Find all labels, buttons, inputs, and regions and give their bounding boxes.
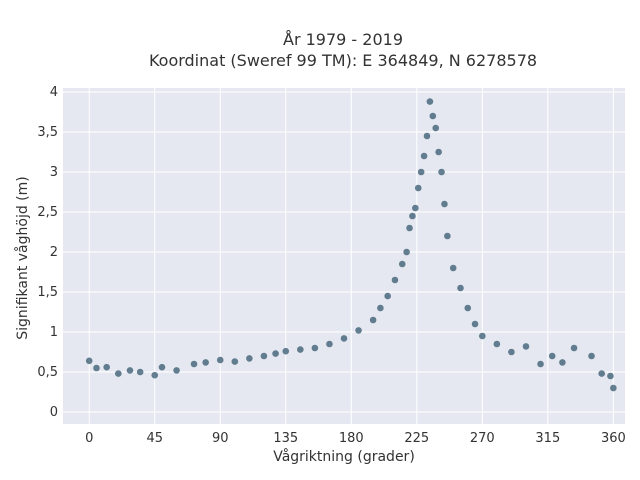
data-point: [190, 360, 198, 368]
y-tick-label: 1: [50, 325, 58, 340]
data-point: [216, 356, 224, 364]
data-point: [412, 204, 419, 212]
x-tick-label: 225: [404, 431, 429, 446]
data-point: [435, 148, 442, 156]
data-point: [202, 359, 209, 366]
x-tick-label: 270: [470, 431, 495, 446]
data-point: [479, 332, 486, 340]
data-point: [426, 98, 434, 105]
x-tick-label: 135: [273, 431, 298, 446]
y-tick-label: 4: [50, 85, 58, 100]
data-point: [414, 184, 422, 192]
x-tick-label: 90: [212, 431, 229, 446]
data-point: [610, 384, 617, 392]
data-point: [423, 132, 431, 140]
data-point: [158, 363, 166, 371]
data-point: [493, 340, 501, 348]
data-point: [272, 350, 279, 357]
data-point: [522, 343, 530, 350]
data-point: [429, 112, 437, 120]
data-point: [570, 344, 578, 352]
data-point: [598, 370, 606, 377]
data-point: [607, 372, 614, 380]
data-point: [548, 352, 556, 360]
data-point: [391, 276, 399, 284]
y-tick-label: 0,5: [37, 365, 58, 380]
plot-area: [63, 88, 625, 424]
data-point: [355, 327, 362, 334]
chart-title-line2: Koordinat (Sweref 99 TM): E 364849, N 62…: [149, 51, 537, 70]
data-point: [136, 368, 144, 376]
data-point: [537, 360, 544, 368]
data-point: [85, 357, 93, 365]
data-point: [369, 316, 377, 324]
data-point: [449, 264, 457, 272]
data-point: [282, 347, 290, 355]
y-tick-label: 2,5: [37, 205, 58, 220]
data-point: [340, 335, 348, 342]
x-tick-label: 0: [85, 431, 93, 446]
data-point: [377, 304, 384, 312]
data-point: [115, 370, 122, 377]
data-point: [417, 168, 425, 176]
data-point: [311, 344, 319, 352]
y-tick-label: 0: [50, 405, 58, 420]
data-point: [403, 248, 410, 256]
x-axis-label: Vågriktning (grader): [273, 448, 415, 465]
data-point: [326, 340, 333, 348]
data-point: [432, 124, 440, 132]
y-axis-label: Signifikant våghöjd (m): [14, 176, 31, 339]
data-point: [438, 168, 445, 176]
data-point: [103, 363, 110, 371]
data-point: [559, 359, 566, 366]
data-point: [126, 367, 134, 374]
data-points: [85, 98, 617, 392]
data-point: [246, 355, 253, 362]
data-point: [398, 260, 406, 268]
x-tick-label: 315: [535, 431, 560, 446]
data-point: [409, 212, 416, 220]
data-point: [384, 292, 391, 300]
y-tick-label: 3: [50, 165, 58, 180]
y-tick-label: 1,5: [37, 285, 58, 300]
data-point: [457, 284, 464, 292]
data-point: [406, 224, 413, 232]
y-tick-labels: 0 0,5 1 1,5 2 2,5 3 3,5 4: [37, 85, 58, 420]
x-tick-label: 45: [146, 431, 163, 446]
data-point: [260, 352, 268, 360]
data-point: [471, 320, 479, 328]
x-tick-label: 360: [601, 431, 626, 446]
data-point: [441, 200, 448, 208]
data-point: [444, 232, 451, 240]
data-point: [508, 348, 515, 356]
data-point: [173, 367, 180, 374]
x-tick-label: 180: [339, 431, 364, 446]
y-tick-label: 3,5: [37, 125, 58, 140]
data-point: [420, 152, 428, 160]
data-point: [93, 364, 100, 372]
data-point: [588, 352, 595, 360]
data-point: [151, 371, 159, 379]
data-point: [297, 346, 304, 353]
chart-title-line1: År 1979 - 2019: [283, 30, 403, 49]
y-tick-label: 2: [50, 245, 58, 260]
grid-lines: [63, 88, 625, 424]
data-point: [464, 304, 472, 312]
x-tick-labels: 0 45 90 135 180 225 270 315 360: [85, 431, 626, 446]
data-point: [231, 358, 239, 365]
